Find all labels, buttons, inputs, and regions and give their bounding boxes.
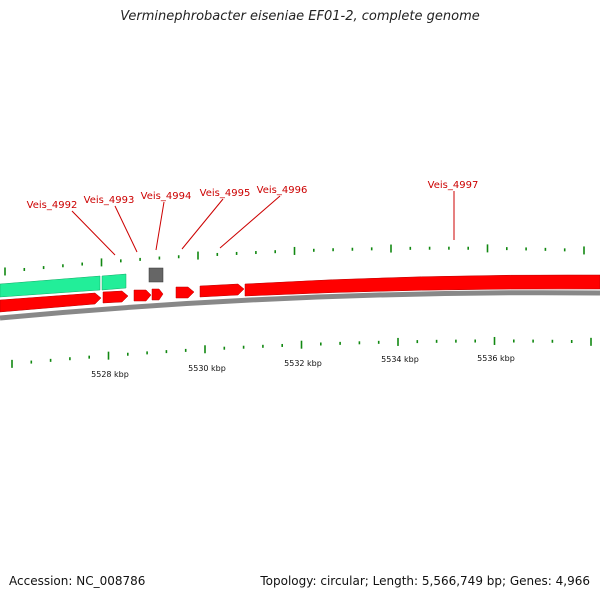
tick-marks <box>4 244 592 368</box>
scale-label: 5532 kbp <box>284 359 322 368</box>
gene-label[interactable]: Veis_4992 <box>27 200 78 211</box>
gene-label[interactable]: Veis_4997 <box>428 180 479 191</box>
forward-cds-feature[interactable] <box>199 283 245 298</box>
genome-summary: Topology: circular; Length: 5,566,749 bp… <box>260 574 590 588</box>
forward-cds-feature[interactable] <box>102 290 129 304</box>
forward-strand-features <box>0 274 600 313</box>
forward-cds-feature[interactable] <box>175 286 195 299</box>
genome-backbone <box>0 290 600 321</box>
gene-label-leader <box>219 195 281 249</box>
scale-label: 5528 kbp <box>91 370 129 379</box>
rna-feature[interactable] <box>148 267 164 283</box>
scale-label: 5536 kbp <box>477 354 515 363</box>
forward-cds-feature[interactable] <box>0 292 102 313</box>
gene-label-leader <box>114 205 138 253</box>
gene-label-leader <box>71 210 116 256</box>
scale-label: 5534 kbp <box>381 355 419 364</box>
gene-label[interactable]: Veis_4996 <box>257 185 308 196</box>
forward-cds-feature[interactable] <box>133 289 152 302</box>
gene-label[interactable]: Veis_4995 <box>200 188 251 199</box>
page-title: Verminephrobacter eiseniae EF01-2, compl… <box>120 9 480 24</box>
scale-labels: 5528 kbp 5530 kbp 5532 kbp 5534 kbp 5536… <box>91 354 515 379</box>
gene-label-callouts: Veis_4992 Veis_4993 Veis_4994 Veis_4995 … <box>27 180 479 256</box>
accession-label: Accession: NC_008786 <box>9 574 146 588</box>
scale-label: 5530 kbp <box>188 364 226 373</box>
gene-label-leader <box>155 201 165 251</box>
forward-cds-feature[interactable] <box>244 274 600 297</box>
gene-label-leader <box>181 198 224 250</box>
reverse-cds-feature[interactable] <box>101 273 127 291</box>
gene-label[interactable]: Veis_4994 <box>141 191 192 202</box>
gene-label[interactable]: Veis_4993 <box>84 195 135 206</box>
forward-cds-feature[interactable] <box>151 288 164 301</box>
reverse-cds-feature[interactable] <box>0 275 101 298</box>
reverse-strand-features <box>0 273 127 298</box>
